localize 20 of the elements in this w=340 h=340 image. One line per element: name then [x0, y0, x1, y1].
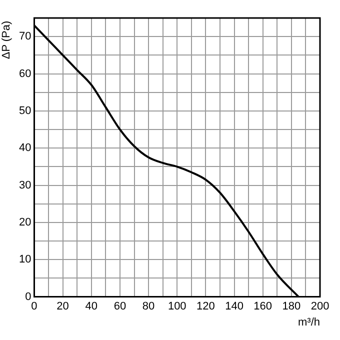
y-tick-label: 40 [18, 142, 32, 154]
y-tick-label: 20 [18, 216, 32, 228]
x-tick-label: 100 [168, 300, 186, 312]
y-tick-label: 50 [18, 104, 32, 117]
y-tick-label: 10 [18, 254, 32, 266]
x-axis-title: m³/h [298, 316, 320, 328]
y-tick-label: 70 [18, 30, 32, 43]
x-tick-label: 20 [56, 300, 69, 312]
y-tick-label: 60 [18, 68, 32, 80]
x-tick-label: 60 [114, 300, 126, 312]
x-tick-label: 120 [196, 300, 215, 312]
y-tick-label: 30 [18, 179, 32, 192]
y-axis-title: ΔP (Pa) [0, 20, 12, 60]
x-tick-label: 40 [85, 300, 98, 312]
x-tick-label: 180 [282, 300, 301, 312]
x-tick-label: 140 [225, 300, 244, 312]
x-tick-label: 160 [254, 300, 272, 312]
y-tick-label: 0 [25, 290, 32, 303]
x-tick-label: 80 [142, 300, 155, 312]
x-tick-label: 200 [310, 300, 330, 312]
